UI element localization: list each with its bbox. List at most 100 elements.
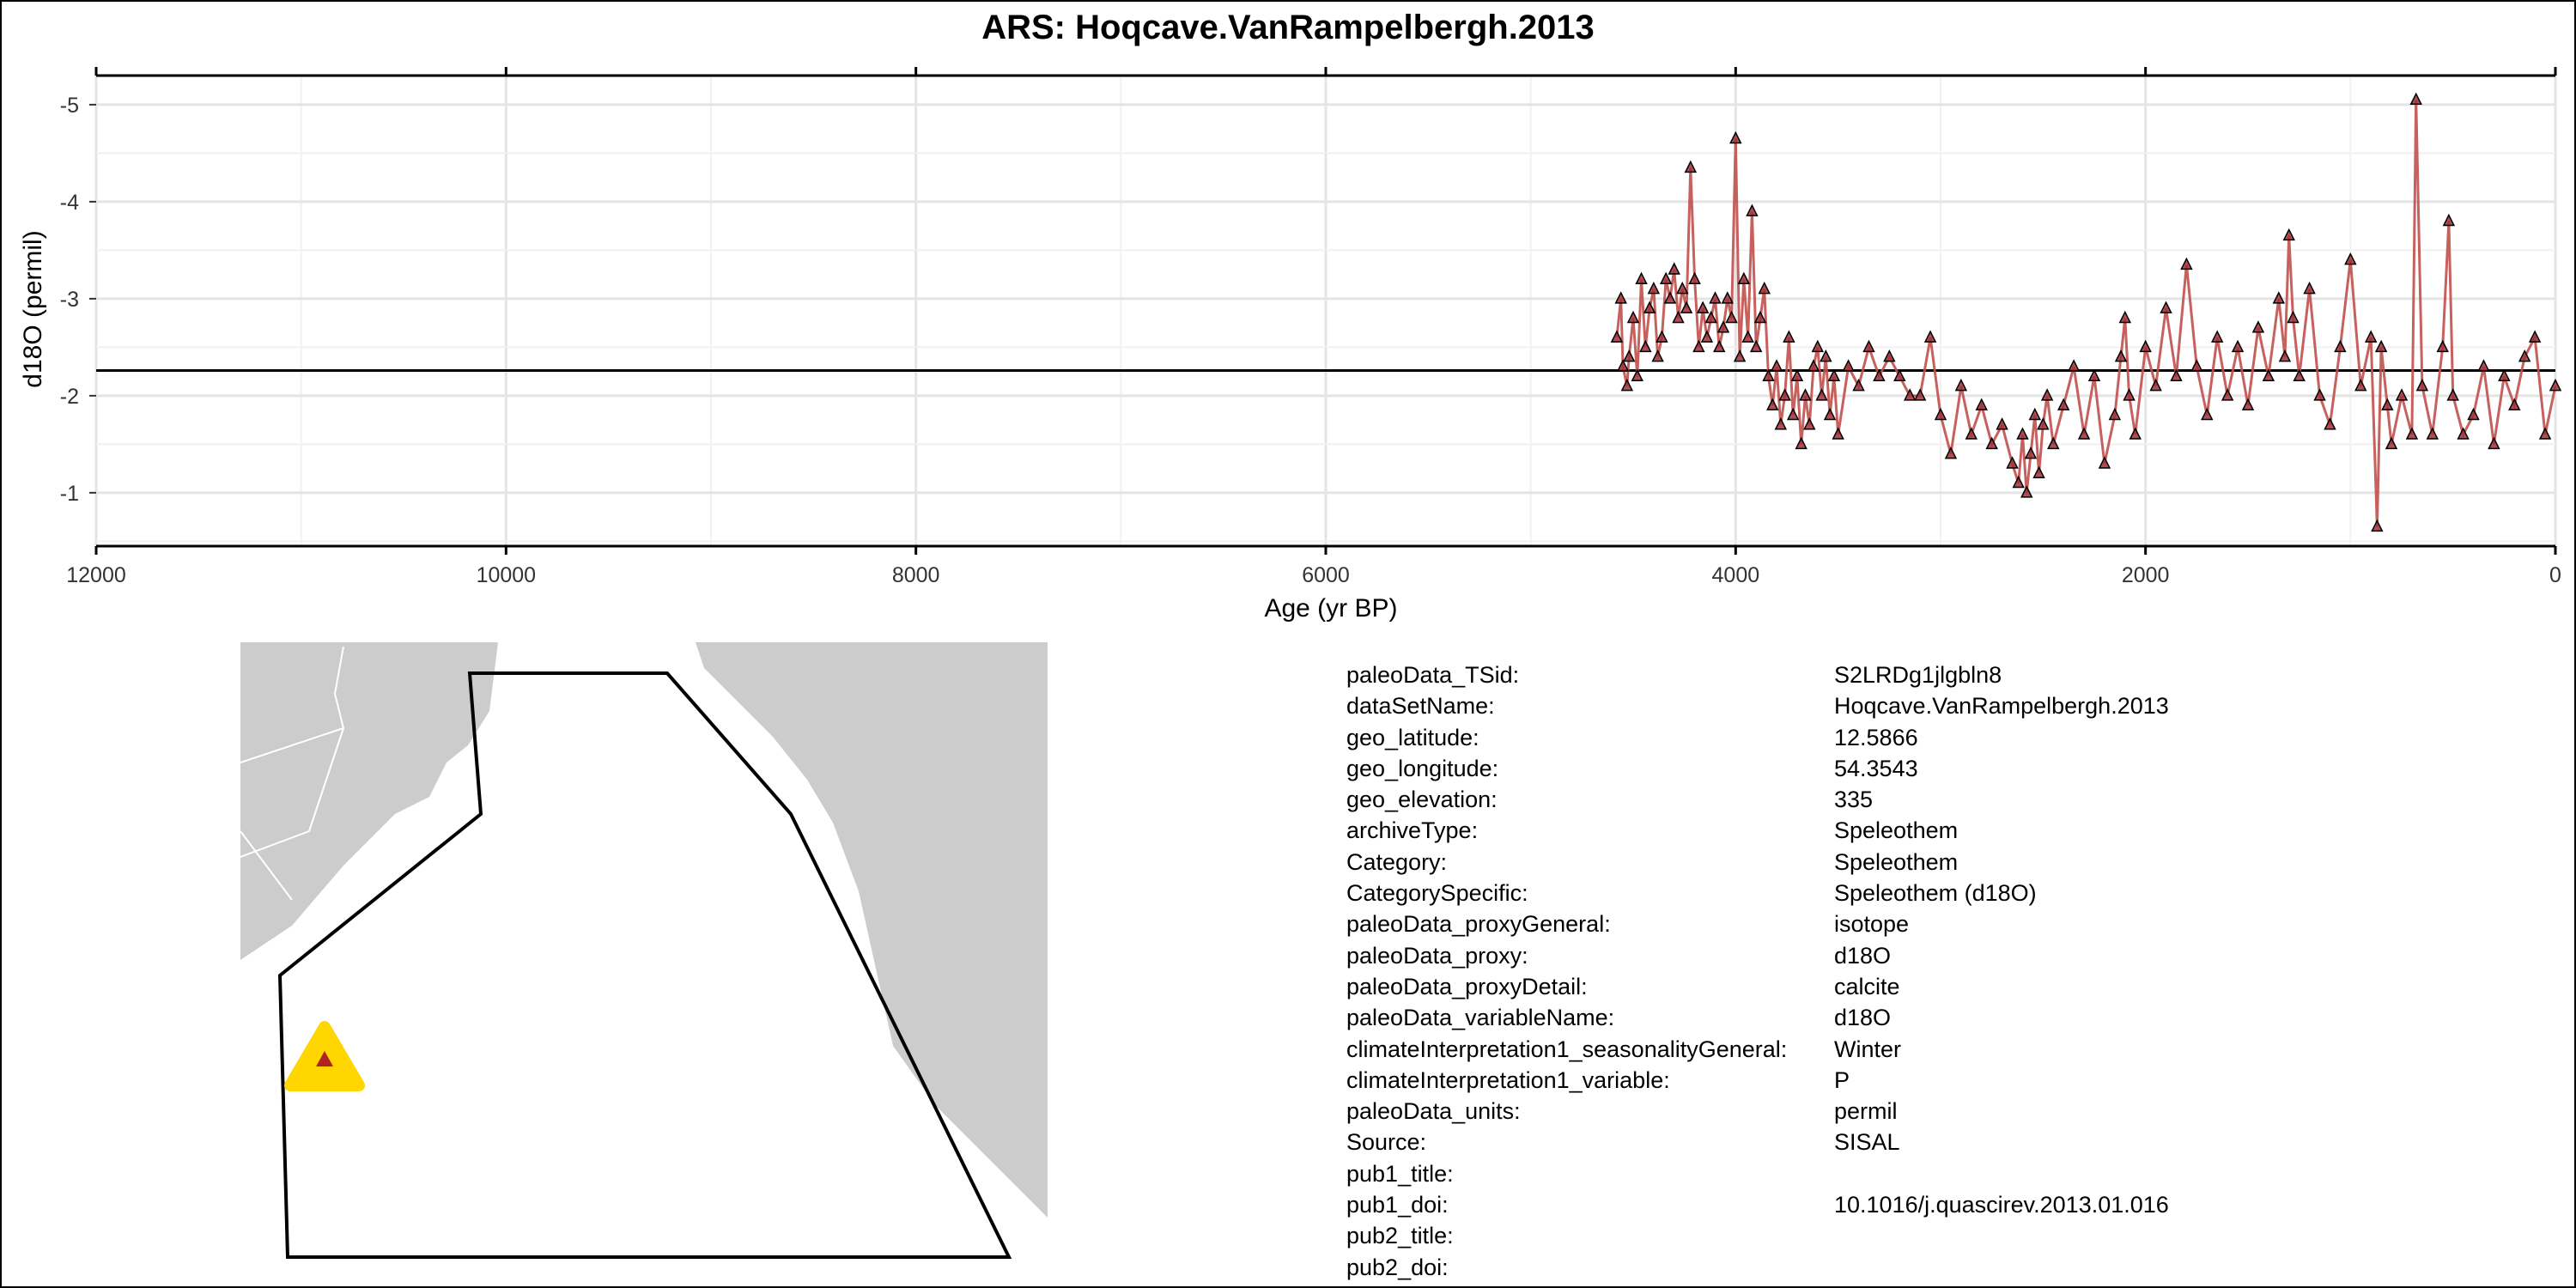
data-point	[2028, 407, 2042, 421]
metadata-row: Category: Speleothem	[1346, 847, 2169, 878]
data-point	[1626, 310, 1640, 324]
border-line	[240, 646, 345, 763]
data-point	[2114, 349, 2128, 362]
data-point	[2077, 427, 2091, 440]
x-axis-label: Age (yr BP)	[1264, 594, 1397, 623]
metadata-row: climateInterpretation1_variable: P	[1346, 1065, 2169, 1096]
metadata-key: dataSetName:	[1346, 693, 1495, 720]
data-point	[2446, 388, 2459, 401]
data-point	[1827, 368, 1841, 382]
metadata-value: S2LRDg1jlgbln8	[1834, 662, 2002, 688]
data-point	[1680, 301, 1693, 313]
data-point	[1749, 339, 1763, 353]
data-point	[2012, 475, 2025, 489]
border-line	[240, 830, 293, 901]
metadata-value: 12.5866	[1834, 724, 1918, 750]
data-point	[1684, 160, 1698, 173]
metadata-key: geo_elevation:	[1346, 787, 1498, 813]
data-point	[1934, 407, 1947, 421]
data-point	[1733, 349, 1747, 362]
x-tick-label: 8000	[892, 563, 940, 587]
metadata-key: archiveType:	[1346, 817, 1479, 844]
metadata-key: paleoData_units:	[1346, 1098, 1521, 1125]
data-point	[2354, 378, 2367, 392]
metadata-row: geo_elevation: 335	[1346, 784, 2169, 815]
metadata-value: P	[1834, 1066, 1850, 1093]
data-point	[1883, 349, 1896, 362]
chart-title: ARS: Hoqcave.VanRampelbergh.2013	[981, 9, 1595, 46]
data-point	[2498, 368, 2511, 382]
data-point	[1862, 339, 1875, 353]
data-point	[2262, 368, 2275, 382]
metadata-row: climateInterpretation1_seasonalityGenera…	[1346, 1034, 2169, 1065]
data-point	[2426, 427, 2439, 440]
metadata-row: pub1_doi: 10.1016/j.quascirev.2013.01.016	[1346, 1189, 2169, 1220]
data-point	[2210, 330, 2224, 343]
data-point	[1803, 417, 1816, 430]
data-point	[2032, 465, 2045, 479]
data-point	[2313, 388, 2326, 401]
metadata-row: paleoData_proxyDetail: calcite	[1346, 971, 2169, 1002]
data-points	[1610, 92, 2562, 532]
metadata-value: Speleothem (d18O)	[1834, 880, 2037, 907]
data-point	[1704, 310, 1717, 324]
x-tick-label: 12000	[66, 563, 126, 587]
data-point	[1737, 271, 1751, 285]
data-point	[2405, 427, 2419, 440]
y-tick-label: -5	[60, 94, 79, 118]
data-point	[1696, 301, 1710, 313]
data-point	[1676, 281, 1689, 295]
site-marker	[316, 1051, 333, 1066]
data-point	[1631, 368, 1643, 382]
x-tick-label: 10000	[477, 563, 537, 587]
data-point	[1923, 330, 1937, 343]
data-point	[2180, 257, 2193, 270]
data-point	[2190, 359, 2203, 372]
metadata-value: d18O	[1834, 942, 1892, 969]
data-point	[2528, 330, 2542, 343]
data-point	[1700, 330, 1714, 343]
metadata-row: paleoData_proxy: d18O	[1346, 940, 2169, 971]
metadata-key: paleoData_proxyGeneral:	[1346, 911, 1611, 938]
data-point	[2409, 92, 2422, 105]
data-point	[1762, 368, 1775, 382]
data-point	[2344, 252, 2357, 265]
series-line	[1615, 100, 2557, 527]
data-point	[1635, 271, 1648, 285]
data-point	[2160, 301, 2172, 313]
data-point	[2467, 407, 2480, 421]
data-point	[2139, 339, 2152, 353]
metadata-key: climateInterpretation1_variable:	[1346, 1066, 1670, 1093]
data-point	[2371, 519, 2384, 532]
metadata-key: Category:	[1346, 848, 1448, 875]
data-point	[2221, 388, 2234, 401]
metadata-row: CategorySpecific: Speleothem (d18O)	[1346, 878, 2169, 908]
data-point	[2016, 427, 2029, 440]
metadata-row: paleoData_variableName: d18O	[1346, 1002, 2169, 1033]
data-point	[1688, 271, 1701, 285]
data-point	[2057, 398, 2070, 410]
data-point	[1795, 436, 1807, 450]
metadata-row: pub2_title:	[1346, 1220, 2169, 1251]
data-point	[1758, 281, 1771, 295]
metadata-row: dataSetName: Hoqcave.VanRampelbergh.2013	[1346, 690, 2169, 721]
data-point	[2123, 388, 2136, 401]
data-point	[2006, 456, 2019, 469]
data-point	[2170, 368, 2183, 382]
metadata-row: geo_latitude: 12.5866	[1346, 722, 2169, 753]
metadata-value: 335	[1834, 787, 1874, 813]
data-point	[1807, 359, 1820, 372]
data-point	[1820, 349, 1832, 362]
data-point	[1713, 339, 1726, 353]
metadata-key: Source:	[1346, 1129, 1427, 1156]
data-point	[1774, 417, 1788, 430]
metadata-key: pub2_title:	[1346, 1223, 1454, 1249]
metadata-value: permil	[1834, 1098, 1898, 1125]
data-point	[2272, 291, 2286, 304]
metadata-value: d18O	[1834, 1005, 1892, 1031]
data-point	[1790, 368, 1804, 382]
metadata-row: paleoData_units: permil	[1346, 1096, 2169, 1127]
data-point	[1639, 339, 1652, 353]
data-point	[2549, 378, 2562, 392]
metadata-key: pub2_doi:	[1346, 1254, 1449, 1280]
